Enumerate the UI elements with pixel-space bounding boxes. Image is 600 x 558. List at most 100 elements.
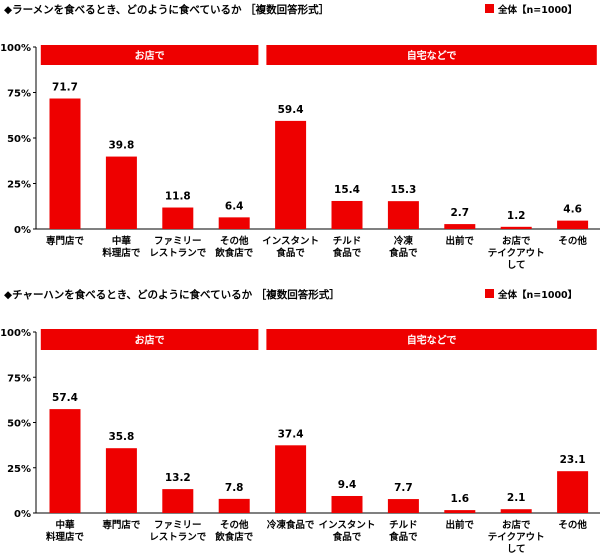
category-label: レストランで	[149, 248, 207, 259]
group-band	[266, 45, 597, 65]
group-band-label: お店で	[135, 334, 165, 347]
category-label: お店で	[502, 519, 531, 531]
bar	[444, 510, 476, 513]
bar	[387, 201, 419, 229]
bar	[105, 156, 137, 229]
y-tick-label: 0%	[14, 509, 31, 520]
legend-label: 全体【n=1000】	[497, 4, 577, 16]
y-tick-label: 25%	[7, 180, 31, 191]
category-label: チルド	[389, 520, 418, 531]
data-label: 6.4	[225, 200, 244, 212]
bar	[105, 448, 137, 513]
data-label: 35.8	[108, 431, 134, 443]
category-label: 中華	[112, 235, 132, 247]
category-label: 出前で	[446, 235, 475, 247]
legend-swatch	[485, 4, 494, 13]
bar	[557, 220, 589, 229]
data-label: 39.8	[108, 140, 134, 152]
bar	[162, 489, 194, 513]
category-label: して	[507, 544, 526, 555]
data-label: 15.4	[334, 184, 360, 196]
category-label: インスタント	[319, 519, 376, 531]
category-label: 料理店で	[102, 247, 141, 259]
group-band	[40, 45, 259, 65]
chart-2: ◆チャーハンを食べるとき、どのように食べているか ［複数回答形式］ 全体【n=10…	[0, 288, 600, 555]
bar	[557, 471, 589, 513]
legend-swatch	[485, 289, 494, 298]
data-label: 2.1	[507, 492, 526, 504]
data-label: 13.2	[165, 472, 191, 484]
y-tick-label: 50%	[7, 419, 31, 430]
category-label: お店で	[502, 235, 531, 247]
category-label: ファミリー	[154, 236, 202, 247]
data-label: 2.7	[450, 207, 469, 219]
category-label: 食品で	[388, 247, 418, 259]
category-label: 冷凍食品で	[267, 519, 315, 531]
category-label: その他	[220, 235, 249, 247]
data-label: 4.6	[563, 204, 582, 216]
chart-title: ◆チャーハンを食べるとき、どのように食べているか ［複数回答形式］	[4, 288, 340, 301]
y-tick-label: 75%	[7, 373, 31, 384]
legend: 全体【n=1000】	[485, 289, 577, 301]
bar	[218, 217, 250, 229]
group-band	[266, 329, 597, 350]
bar	[275, 120, 307, 229]
bar	[331, 495, 363, 513]
bar	[49, 409, 81, 513]
data-label: 59.4	[278, 104, 304, 116]
data-label: 1.6	[450, 493, 469, 505]
data-label: 11.8	[165, 191, 191, 203]
data-label: 15.3	[390, 184, 416, 196]
bar	[331, 200, 363, 229]
category-label: インスタント	[262, 235, 319, 247]
category-label: その他	[558, 235, 587, 247]
y-tick-label: 100%	[0, 328, 31, 339]
group-band	[40, 329, 259, 350]
y-tick-label: 50%	[7, 134, 31, 145]
category-label: その他	[558, 519, 587, 531]
legend-label: 全体【n=1000】	[497, 289, 577, 301]
category-label: して	[507, 260, 526, 271]
bar	[444, 224, 476, 229]
category-label: テイクアウト	[488, 532, 545, 543]
bar	[500, 509, 532, 513]
data-label: 23.1	[560, 454, 586, 466]
bar	[275, 445, 307, 513]
chart-1: ◆ラーメンを食べるとき、どのように食べているか ［複数回答形式］ 全体【n=100…	[0, 3, 600, 271]
y-tick-label: 0%	[14, 225, 31, 236]
legend: 全体【n=1000】	[485, 4, 577, 16]
y-tick-label: 75%	[7, 89, 31, 100]
group-band-label: 自宅などで	[407, 49, 457, 62]
category-label: 食品で	[332, 247, 362, 259]
category-label: 冷凍	[394, 235, 414, 247]
category-label: 食品で	[275, 247, 305, 259]
data-label: 9.4	[338, 479, 357, 491]
group-band-label: 自宅などで	[407, 334, 457, 347]
data-label: 57.4	[52, 392, 78, 404]
bar	[162, 207, 194, 229]
data-label: 37.4	[278, 428, 304, 440]
category-label: 飲食店で	[214, 531, 254, 543]
category-label: 飲食店で	[214, 247, 254, 259]
y-tick-label: 25%	[7, 464, 31, 475]
bar	[49, 98, 81, 229]
category-label: 出前で	[446, 519, 475, 531]
category-label: 食品で	[332, 531, 362, 543]
category-label: 料理店で	[46, 531, 85, 543]
chart-title: ◆ラーメンを食べるとき、どのように食べているか ［複数回答形式］	[4, 3, 329, 16]
data-label: 7.8	[225, 482, 244, 494]
category-label: チルド	[333, 236, 362, 247]
category-label: レストランで	[149, 532, 207, 543]
category-label: その他	[220, 519, 249, 531]
data-label: 7.7	[394, 482, 413, 494]
category-label: 専門店で	[102, 519, 141, 531]
category-label: 食品で	[388, 531, 418, 543]
category-label: 中華	[55, 519, 75, 531]
bar	[387, 499, 419, 513]
bar	[218, 498, 250, 513]
category-label: テイクアウト	[488, 248, 545, 259]
y-tick-label: 100%	[0, 43, 31, 54]
data-label: 1.2	[507, 210, 526, 222]
bar	[500, 226, 532, 229]
